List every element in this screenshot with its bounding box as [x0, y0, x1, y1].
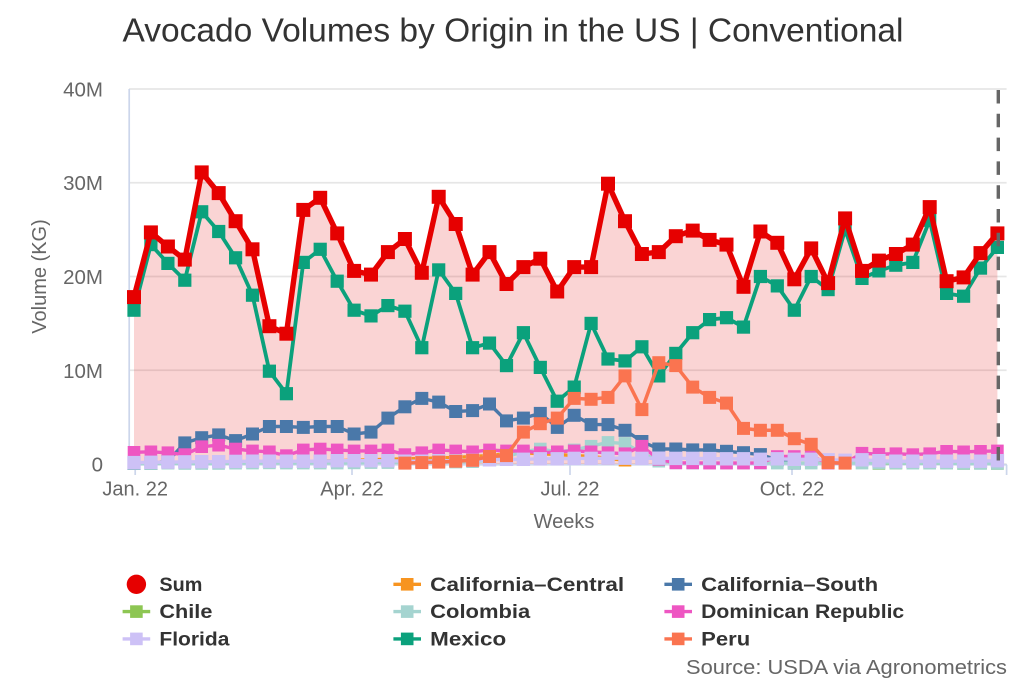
svg-text:Peru: Peru — [701, 630, 750, 651]
svg-text:Volume (KG): Volume (KG) — [29, 219, 51, 333]
svg-text:20M: 20M — [63, 266, 103, 289]
svg-text:Weeks: Weeks — [534, 511, 595, 533]
svg-text:Jul. 22: Jul. 22 — [541, 479, 600, 501]
svg-text:30M: 30M — [63, 172, 103, 195]
svg-text:California–Central: California–Central — [430, 575, 624, 596]
svg-text:Jan. 22: Jan. 22 — [102, 479, 168, 501]
svg-text:40M: 40M — [63, 79, 103, 102]
svg-text:Apr. 22: Apr. 22 — [320, 479, 383, 501]
svg-text:Oct. 22: Oct. 22 — [760, 479, 824, 501]
svg-text:Mexico: Mexico — [430, 630, 506, 651]
svg-text:10M: 10M — [63, 360, 103, 383]
svg-text:Colombia: Colombia — [430, 602, 530, 623]
svg-text:California–South: California–South — [701, 575, 878, 596]
svg-text:Chile: Chile — [159, 602, 212, 623]
svg-text:Avocado Volumes by Origin in t: Avocado Volumes by Origin in the US | Co… — [123, 13, 904, 50]
svg-text:Sum: Sum — [159, 575, 202, 596]
svg-text:Source: USDA via Agronometrics: Source: USDA via Agronometrics — [686, 656, 1007, 679]
svg-text:0: 0 — [92, 454, 103, 477]
svg-text:Dominican Republic: Dominican Republic — [701, 602, 904, 623]
svg-text:Florida: Florida — [159, 630, 229, 651]
